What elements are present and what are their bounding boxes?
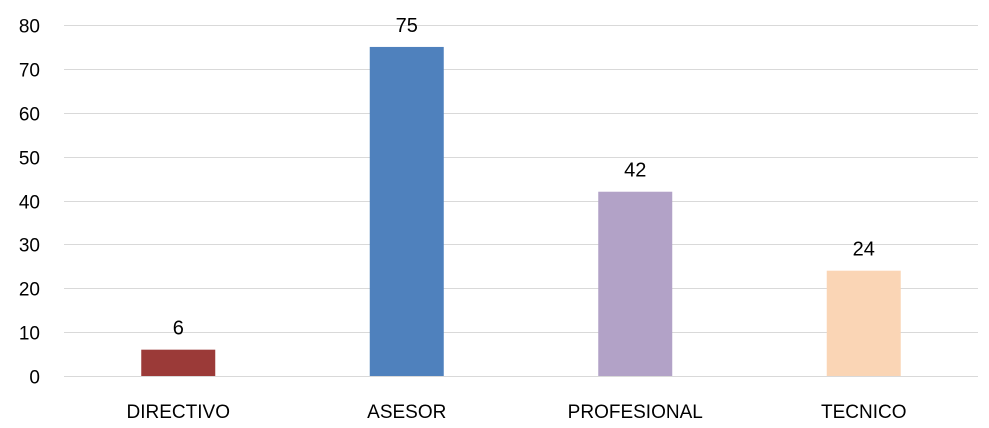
- y-tick-label: 60: [19, 105, 40, 126]
- bar-directivo: [141, 350, 215, 376]
- bar-asesor: [370, 47, 444, 376]
- x-axis-categories: DIRECTIVO ASESOR PROFESIONAL TECNICO: [127, 402, 907, 423]
- bar-tecnico: [827, 271, 901, 376]
- x-category-label: TECNICO: [821, 402, 907, 423]
- data-label: 24: [853, 239, 875, 261]
- x-category-label: DIRECTIVO: [127, 402, 230, 423]
- y-tick-label: 70: [19, 61, 40, 82]
- bar-profesional: [598, 192, 672, 376]
- y-tick-label: 50: [19, 149, 40, 170]
- y-tick-label: 0: [29, 368, 40, 389]
- y-tick-label: 40: [19, 193, 40, 214]
- data-label: 6: [173, 318, 184, 340]
- x-category-label: ASESOR: [367, 402, 446, 423]
- y-tick-label: 20: [19, 280, 40, 301]
- x-category-label: PROFESIONAL: [568, 402, 703, 423]
- y-tick-label: 80: [19, 17, 40, 38]
- data-label: 75: [396, 15, 418, 37]
- bars: [141, 47, 901, 376]
- data-label: 42: [624, 160, 646, 182]
- y-tick-label: 10: [19, 324, 40, 345]
- y-axis-ticks: 0 10 20 30 40 50 60 70 80: [19, 17, 40, 389]
- y-tick-label: 30: [19, 236, 40, 257]
- data-labels: 6 75 42 24: [173, 15, 875, 340]
